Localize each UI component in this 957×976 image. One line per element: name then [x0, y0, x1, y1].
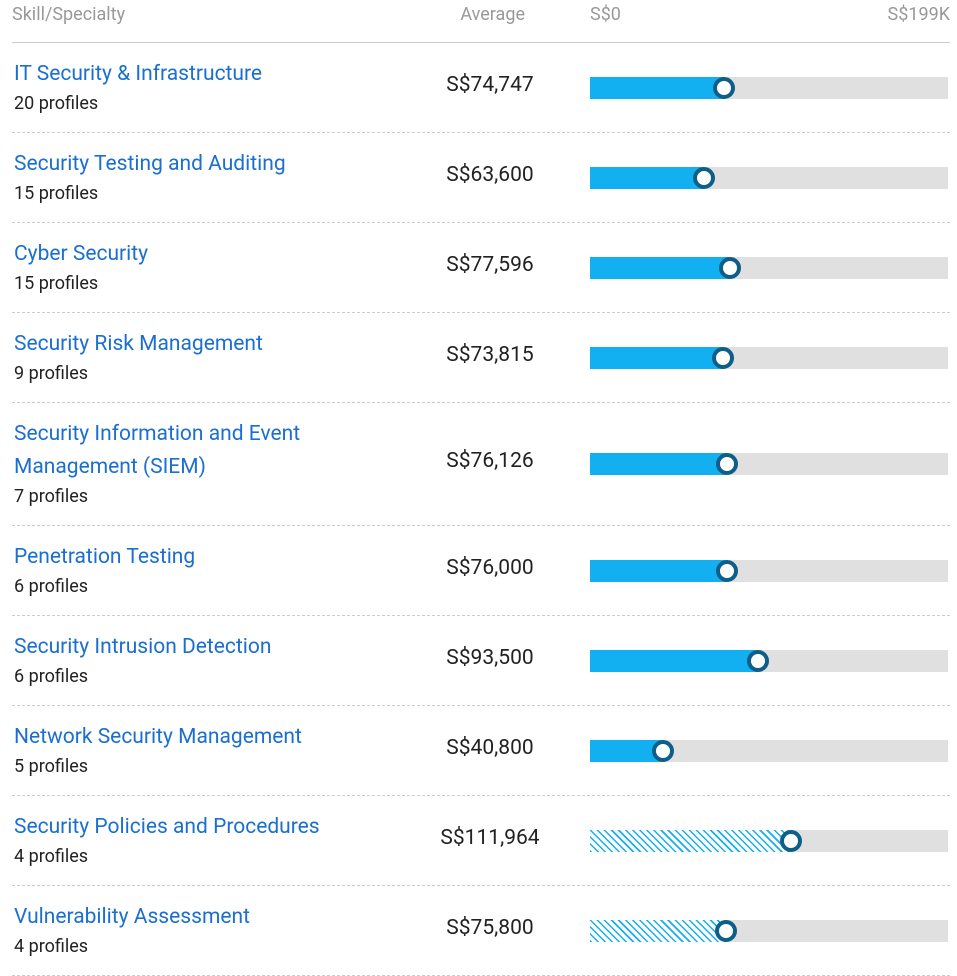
skill-cell: Penetration Testing 6 profiles: [12, 541, 374, 600]
average-salary: S$76,000: [446, 555, 534, 580]
skill-link[interactable]: Security Testing and Auditing: [14, 152, 286, 176]
salary-marker: [711, 346, 734, 369]
average-salary: S$75,800: [446, 915, 534, 940]
scale-min: S$0: [590, 4, 621, 25]
skill-cell: Security Intrusion Detection 6 profiles: [12, 631, 374, 690]
profile-count: 4 profiles: [14, 846, 89, 867]
salary-marker: [718, 256, 741, 279]
skill-row: Security Risk Management 9 profiles S$73,8…: [12, 313, 950, 403]
salary-bar: [590, 76, 725, 99]
scale-max: S$199K: [887, 4, 950, 25]
skill-row: Penetration Testing 6 profiles S$76,000: [12, 526, 950, 616]
profile-count: 5 profiles: [14, 756, 89, 777]
profile-count: 9 profiles: [14, 363, 89, 384]
salary-marker: [715, 559, 738, 582]
bar-track: [590, 919, 948, 942]
salary-marker: [747, 649, 770, 672]
profile-count: 6 profiles: [14, 666, 89, 687]
skill-row: Security Testing and Auditing 15 profiles…: [12, 133, 950, 223]
salary-bar: [590, 346, 723, 369]
salary-bar: [590, 256, 730, 279]
average-salary: S$111,964: [440, 825, 540, 850]
skill-cell: Security Policies and Procedures 4 profil…: [12, 811, 374, 870]
salary-bar: [590, 829, 792, 852]
skill-link[interactable]: Security Policies and Procedures: [14, 815, 320, 839]
salary-marker: [715, 453, 738, 475]
profile-count: 15 profiles: [14, 273, 99, 294]
profile-count: 15 profiles: [14, 183, 99, 204]
skill-cell: Security Risk Management 9 profiles: [12, 328, 374, 387]
skill-cell: Vulnerability Assessment 4 profiles: [12, 901, 374, 960]
salary-bar: [590, 919, 727, 942]
profile-count: 6 profiles: [14, 576, 89, 597]
skill-link[interactable]: Vulnerability Assessment: [14, 905, 250, 929]
bar-track: [590, 829, 948, 852]
salary-bar: [590, 559, 727, 582]
skill-row: Security Information and Event Managemen…: [12, 403, 950, 526]
skill-link[interactable]: Penetration Testing: [14, 545, 196, 569]
skill-row: Security Intrusion Detection 6 profiles S$…: [12, 616, 950, 706]
bar-track: [590, 649, 948, 672]
skill-link[interactable]: Security Intrusion Detection: [14, 635, 272, 659]
bar-track: [590, 559, 948, 582]
skill-cell: Network Security Management 5 profiles: [12, 721, 374, 780]
salary-marker: [780, 829, 803, 852]
skill-row: Network Security Management 5 profiles S$4…: [12, 706, 950, 796]
rows: IT Security & Infrastructure 20 profiles S…: [12, 43, 950, 976]
average-salary: S$73,815: [446, 342, 534, 367]
average-salary: S$74,747: [446, 72, 534, 97]
skill-cell: Security Testing and Auditing 15 profiles: [12, 148, 374, 207]
average-salary: S$77,596: [446, 252, 534, 277]
average-header: Average: [460, 4, 525, 25]
profile-count: 7 profiles: [14, 486, 89, 507]
profile-count: 20 profiles: [14, 93, 99, 114]
skill-link[interactable]: Network Security Management: [14, 725, 302, 749]
skill-cell: Security Information and Event Managemen…: [12, 418, 374, 510]
table-header: Skill/Specialty Average S$0 S$199K: [12, 0, 950, 43]
salary-bar: [590, 166, 705, 189]
salary-marker: [713, 76, 736, 99]
salary-marker: [693, 166, 716, 189]
salary-bar: [590, 739, 664, 762]
bar-track: [590, 739, 948, 762]
skill-link[interactable]: Cyber Security: [14, 242, 149, 266]
skill-row: IT Security & Infrastructure 20 profiles S…: [12, 43, 950, 133]
average-salary: S$40,800: [446, 735, 534, 760]
skill-cell: IT Security & Infrastructure 20 profiles: [12, 58, 374, 117]
skill-cell: Cyber Security 15 profiles: [12, 238, 374, 297]
skill-row: Security Policies and Procedures 4 profil…: [12, 796, 950, 886]
bar-track: [590, 166, 948, 189]
bar-track: [590, 76, 948, 99]
skill-row: Cyber Security 15 profiles S$77,596: [12, 223, 950, 313]
average-salary: S$93,500: [446, 645, 534, 670]
bar-track: [590, 346, 948, 369]
skill-link[interactable]: IT Security & Infrastructure: [14, 62, 263, 86]
skill-link[interactable]: Security Risk Management: [14, 332, 263, 356]
average-salary: S$63,600: [446, 162, 534, 187]
skill-row: Vulnerability Assessment 4 profiles S$75,8…: [12, 886, 950, 976]
salary-marker: [652, 739, 675, 762]
salary-marker: [715, 919, 738, 942]
salary-bar: [590, 649, 759, 672]
bar-track: [590, 256, 948, 279]
bar-track: [590, 453, 948, 475]
skill-header: Skill/Specialty: [12, 4, 126, 25]
skill-link[interactable]: Security Information and Event Managemen…: [14, 422, 301, 479]
profile-count: 4 profiles: [14, 936, 89, 957]
average-salary: S$76,126: [446, 449, 534, 474]
salary-bar: [590, 453, 727, 475]
